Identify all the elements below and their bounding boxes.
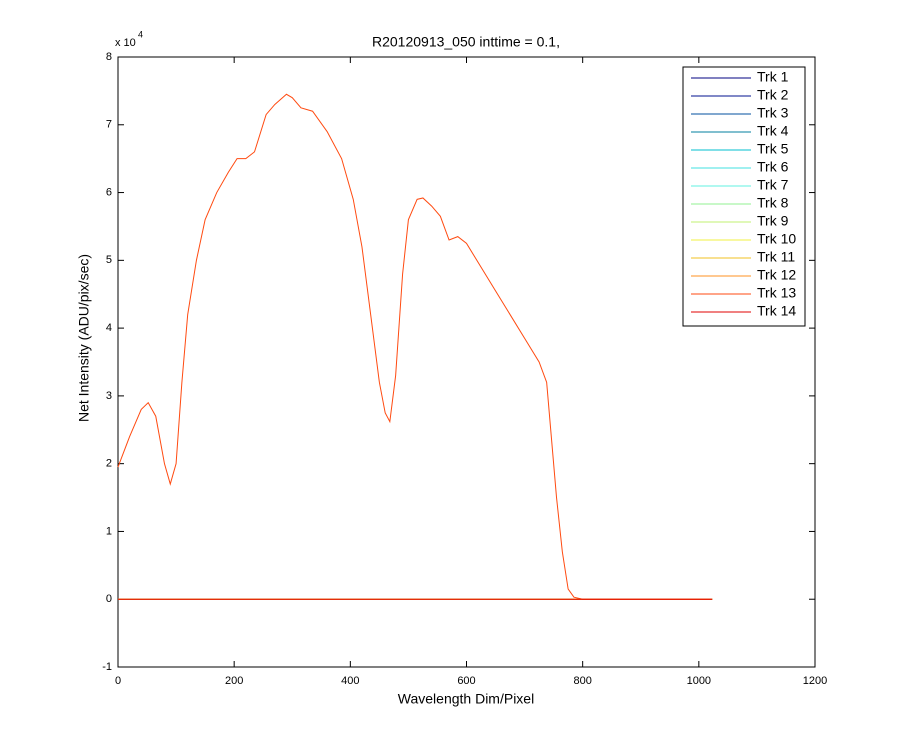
chart-title: R20120913_050 inttime = 0.1, xyxy=(372,34,560,50)
legend-label: Trk 1 xyxy=(757,69,789,85)
legend-label: Trk 9 xyxy=(757,213,789,229)
y-tick-label: 1 xyxy=(106,525,112,537)
y-tick-label: 6 xyxy=(106,186,112,198)
x-tick-label: 200 xyxy=(225,675,243,687)
x-tick-label: 400 xyxy=(341,675,359,687)
x-tick-label: 1200 xyxy=(803,675,827,687)
y-tick-label: 7 xyxy=(106,119,112,131)
series-line xyxy=(117,93,713,600)
y-tick-label: -1 xyxy=(102,661,112,673)
x-axis-label: Wavelength Dim/Pixel xyxy=(398,691,534,707)
legend-label: Trk 4 xyxy=(757,123,789,139)
x-tick-label: 0 xyxy=(115,675,121,687)
y-axis-label: Net Intensity (ADU/pix/sec) xyxy=(76,254,92,422)
x-tick-label: 600 xyxy=(457,675,475,687)
legend-label: Trk 7 xyxy=(757,177,789,193)
legend-label: Trk 11 xyxy=(757,249,795,265)
x-tick-label: 800 xyxy=(573,675,591,687)
legend-label: Trk 6 xyxy=(757,159,789,175)
y-scale-base: x 10 xyxy=(115,37,136,49)
y-tick-label: 2 xyxy=(106,458,112,470)
x-tick-label: 1000 xyxy=(687,675,711,687)
y-tick-label: 4 xyxy=(106,322,112,334)
legend-label: Trk 10 xyxy=(757,231,796,247)
legend-label: Trk 3 xyxy=(757,105,789,121)
y-tick-label: 3 xyxy=(106,390,112,402)
legend xyxy=(682,66,806,327)
legend-label: Trk 5 xyxy=(757,141,789,157)
legend-label: Trk 2 xyxy=(757,87,789,103)
y-tick-label: 0 xyxy=(106,593,112,605)
legend-label: Trk 13 xyxy=(757,285,796,301)
legend-label: Trk 12 xyxy=(757,267,796,283)
legend-label: Trk 14 xyxy=(757,303,796,319)
legend-label: Trk 8 xyxy=(757,195,789,211)
y-tick-label: 5 xyxy=(106,254,112,266)
y-scale-exponent: 4 xyxy=(138,29,143,39)
y-tick-label: 8 xyxy=(106,51,112,63)
